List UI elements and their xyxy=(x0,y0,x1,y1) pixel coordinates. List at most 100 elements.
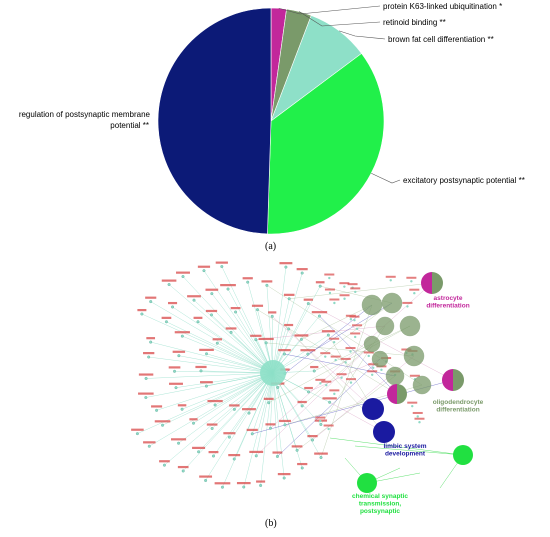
gene-label xyxy=(175,331,190,333)
gene-node xyxy=(301,405,304,408)
gene-label xyxy=(155,420,171,422)
gene-node xyxy=(182,470,185,473)
gene-label xyxy=(325,289,335,291)
gene-node xyxy=(319,420,321,422)
gene-node xyxy=(287,328,290,331)
gene-node xyxy=(149,341,152,344)
gene-node xyxy=(333,302,335,304)
gene-label xyxy=(264,398,274,400)
gene-label xyxy=(242,408,256,410)
gene-node xyxy=(248,412,251,415)
gene-label xyxy=(162,317,172,319)
gene-label xyxy=(307,435,317,437)
gene-node xyxy=(318,315,321,318)
gene-node xyxy=(251,433,254,436)
gene-node xyxy=(221,486,224,489)
gene-label xyxy=(237,482,251,484)
gene-label xyxy=(259,338,274,340)
network-edge xyxy=(149,357,273,373)
gene-label xyxy=(337,373,347,375)
gene-label xyxy=(199,349,214,351)
gene-node xyxy=(271,315,274,318)
gene-label xyxy=(213,338,222,340)
gene-node xyxy=(354,291,356,293)
gene-node xyxy=(283,353,286,356)
term-node xyxy=(373,421,395,443)
gene-node xyxy=(230,331,233,334)
gene-node xyxy=(320,456,323,459)
gene-label xyxy=(189,418,197,420)
gene-node xyxy=(417,415,419,417)
gene-label xyxy=(413,412,423,414)
gene-label xyxy=(215,482,231,484)
gene-node xyxy=(320,423,323,426)
gene-node xyxy=(340,376,342,378)
gene-node xyxy=(203,269,206,272)
gene-node xyxy=(319,382,321,384)
gene-node xyxy=(301,467,304,470)
gene-label xyxy=(252,305,263,307)
gene-node xyxy=(228,436,231,439)
gene-label xyxy=(209,451,219,453)
gene-node xyxy=(372,367,374,369)
gene-node xyxy=(334,359,336,361)
gene-node xyxy=(216,342,219,345)
gene-label xyxy=(410,375,420,377)
gene-label xyxy=(200,381,213,383)
gene-label xyxy=(346,315,356,317)
gene-node xyxy=(333,393,335,395)
network-edge xyxy=(166,322,273,373)
gene-label xyxy=(367,370,377,372)
gene-node xyxy=(149,300,152,303)
gene-label xyxy=(346,378,356,380)
gene-node xyxy=(165,320,168,323)
gene-node xyxy=(136,432,139,435)
gene-label xyxy=(315,379,325,381)
gene-label xyxy=(322,397,336,399)
gene-label xyxy=(207,400,222,402)
gene-node xyxy=(413,292,415,294)
gene-label xyxy=(316,281,325,283)
gene-node xyxy=(327,428,329,430)
gene-label xyxy=(292,445,303,447)
gene-label xyxy=(329,338,339,340)
gene-node xyxy=(288,297,291,300)
gene-node xyxy=(354,336,356,338)
gene-label xyxy=(178,466,189,468)
pie-slice-label: protein K63-linked ubiquitination * xyxy=(383,2,502,11)
term-node xyxy=(421,272,432,294)
gene-node xyxy=(182,275,185,278)
gene-label xyxy=(216,262,228,264)
gene-node xyxy=(410,280,412,282)
gene-node xyxy=(319,285,322,288)
gene-label xyxy=(228,454,240,456)
gene-label xyxy=(284,324,293,326)
gene-label xyxy=(139,373,153,375)
gene-label xyxy=(231,307,241,309)
gene-label xyxy=(229,404,239,406)
gene-node xyxy=(181,335,184,338)
gene-node xyxy=(266,284,269,287)
gene-label xyxy=(198,266,210,268)
gene-node xyxy=(380,369,382,371)
term-node xyxy=(453,445,473,465)
gene-node xyxy=(327,334,330,337)
gene-label xyxy=(321,381,331,383)
gene-node xyxy=(353,319,355,321)
gene-node xyxy=(246,281,249,284)
gene-node xyxy=(145,396,148,399)
gene-label xyxy=(272,451,282,453)
pie-slice-label: excitatory postsynaptic potential ** xyxy=(403,176,525,185)
gene-node xyxy=(204,479,207,482)
network-edge xyxy=(308,304,453,380)
gene-label xyxy=(146,337,155,339)
gene-label xyxy=(312,311,327,313)
gene-label xyxy=(329,299,339,301)
pie-slice xyxy=(158,8,271,234)
gene-node xyxy=(311,439,314,442)
pie-slice-label: retinoid binding ** xyxy=(383,18,446,27)
gene-node xyxy=(284,424,287,427)
gene-node xyxy=(155,409,158,412)
gene-label xyxy=(297,463,307,465)
term-node xyxy=(432,272,443,294)
